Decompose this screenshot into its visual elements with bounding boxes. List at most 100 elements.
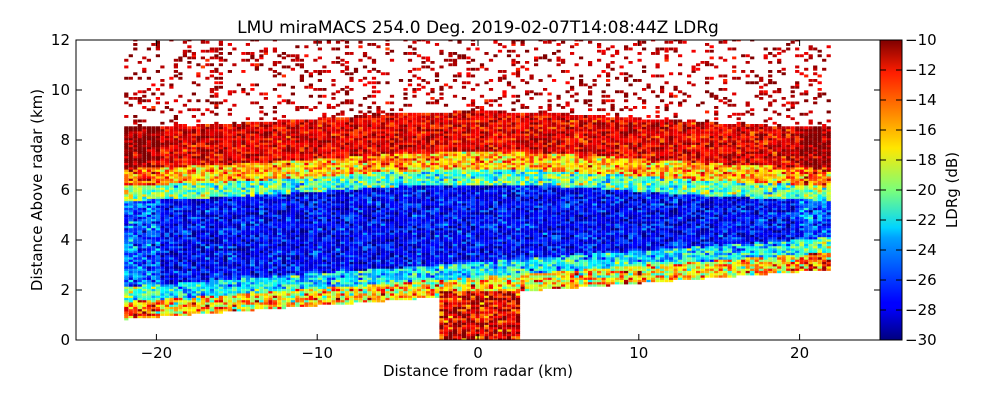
heatmap-cell	[245, 130, 250, 134]
heatmap-cell	[272, 121, 277, 125]
heatmap-cell	[205, 297, 210, 301]
heatmap-cell	[191, 263, 196, 267]
heatmap-cell	[182, 274, 187, 278]
heatmap-cell	[200, 137, 205, 141]
heatmap-cell	[322, 180, 327, 184]
heatmap-cell	[322, 184, 327, 188]
heatmap-cell	[155, 160, 160, 163]
heatmap-cell	[281, 272, 286, 276]
heatmap-cell	[232, 202, 237, 206]
heatmap-cell	[227, 191, 232, 195]
heatmap-cell	[295, 277, 300, 280]
heatmap-cell	[191, 272, 196, 276]
heatmap-cell	[214, 227, 219, 231]
heatmap-cell	[133, 166, 138, 170]
heatmap-cell	[182, 142, 187, 145]
heatmap-cell	[209, 193, 214, 197]
heatmap-cell	[263, 265, 268, 269]
heatmap-cell	[254, 268, 259, 271]
heatmap-cell	[155, 142, 160, 145]
heatmap-cell	[295, 45, 300, 49]
heatmap-cell	[187, 207, 192, 211]
heatmap-cell	[313, 218, 318, 222]
heatmap-cell	[268, 304, 273, 307]
heatmap-cell	[187, 198, 192, 202]
heatmap-cell	[209, 216, 214, 220]
heatmap-cell	[124, 218, 129, 222]
heatmap-cell	[290, 187, 295, 190]
heatmap-cell	[236, 308, 241, 312]
heatmap-cell	[254, 214, 259, 217]
heatmap-cell	[187, 306, 192, 310]
heatmap-cell	[142, 169, 147, 172]
heatmap-cell	[187, 310, 192, 314]
heatmap-cell	[268, 173, 273, 177]
heatmap-cell	[164, 151, 169, 154]
heatmap-cell	[196, 256, 201, 260]
heatmap-cell	[155, 155, 160, 159]
heatmap-cell	[313, 250, 318, 253]
heatmap-cell	[155, 220, 160, 224]
heatmap-cell	[295, 297, 300, 301]
heatmap-cell	[290, 270, 295, 274]
heatmap-cell	[160, 175, 165, 179]
heatmap-cell	[196, 263, 201, 267]
heatmap-cell	[182, 313, 187, 316]
heatmap-cell	[317, 166, 322, 170]
heatmap-cell	[182, 223, 187, 226]
heatmap-cell	[187, 236, 192, 240]
heatmap-cell	[187, 162, 192, 166]
heatmap-cell	[200, 245, 205, 249]
heatmap-cell	[281, 124, 286, 127]
heatmap-cell	[250, 164, 255, 168]
heatmap-cell	[200, 250, 205, 253]
heatmap-cell	[178, 272, 183, 276]
heatmap-cell	[232, 184, 237, 188]
heatmap-cell	[317, 137, 322, 141]
heatmap-cell	[164, 155, 169, 159]
heatmap-cell	[142, 256, 147, 260]
heatmap-cell	[164, 209, 169, 213]
heatmap-cell	[214, 279, 219, 283]
heatmap-cell	[263, 128, 268, 132]
heatmap-cell	[146, 252, 151, 256]
heatmap-cell	[178, 256, 183, 260]
heatmap-cell	[128, 169, 133, 172]
heatmap-cell	[290, 135, 295, 139]
heatmap-cell	[196, 99, 201, 103]
heatmap-cell	[236, 164, 241, 168]
heatmap-cell	[151, 144, 156, 148]
heatmap-cell	[200, 243, 205, 247]
heatmap-cell	[191, 268, 196, 271]
heatmap-cell	[259, 171, 264, 175]
heatmap-cell	[146, 268, 151, 271]
heatmap-cell	[214, 225, 219, 229]
heatmap-cell	[259, 193, 264, 197]
heatmap-cell	[326, 223, 331, 226]
heatmap-cell	[191, 175, 196, 179]
heatmap-cell	[227, 304, 232, 307]
heatmap-cell	[227, 292, 232, 296]
heatmap-cell	[173, 155, 178, 159]
heatmap-cell	[263, 47, 268, 51]
heatmap-cell	[209, 162, 214, 166]
heatmap-cell	[236, 301, 241, 305]
heatmap-cell	[367, 94, 372, 98]
heatmap-cell	[200, 310, 205, 314]
heatmap-cell	[182, 175, 187, 179]
heatmap-cell	[160, 245, 165, 249]
heatmap-cell	[245, 229, 250, 233]
heatmap-cell	[281, 229, 286, 233]
heatmap-cell	[200, 211, 205, 215]
heatmap-cell	[196, 148, 201, 152]
heatmap-cell	[290, 200, 295, 204]
heatmap-cell	[173, 279, 178, 283]
heatmap-cell	[200, 295, 205, 298]
heatmap-cell	[286, 173, 291, 177]
heatmap-cell	[299, 173, 304, 177]
heatmap-cell	[178, 139, 183, 143]
heatmap-cell	[317, 259, 322, 262]
heatmap-cell	[164, 270, 169, 274]
heatmap-cell	[205, 144, 210, 148]
heatmap-cell	[286, 283, 291, 287]
